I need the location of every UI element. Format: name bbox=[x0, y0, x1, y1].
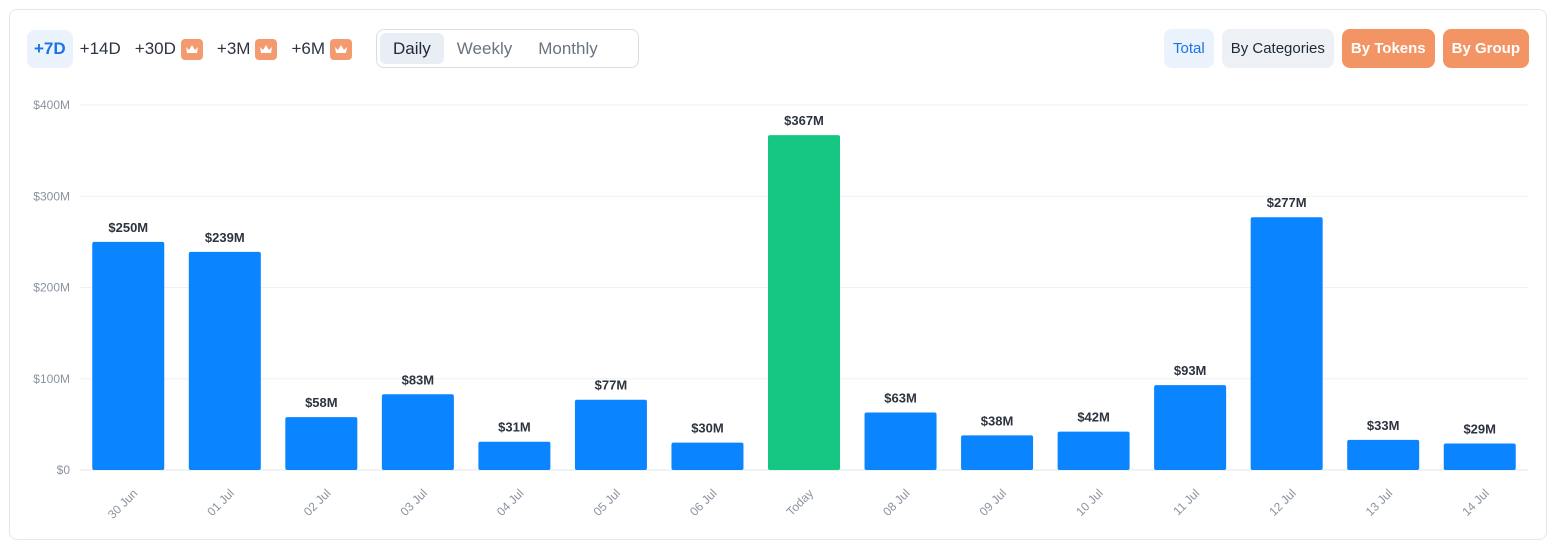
view-button-by-categories[interactable]: By Categories bbox=[1221, 29, 1334, 68]
x-tick-label: 12 Jul bbox=[1266, 486, 1299, 519]
x-tick-label: 09 Jul bbox=[977, 486, 1010, 519]
x-tick-label: 04 Jul bbox=[494, 486, 527, 519]
x-tick-label: 06 Jul bbox=[687, 486, 720, 519]
x-tick-label: 05 Jul bbox=[591, 486, 624, 519]
period-tab-monthly[interactable]: Monthly bbox=[538, 38, 598, 58]
data-label: $83M bbox=[402, 372, 435, 387]
crown-icon bbox=[255, 38, 278, 60]
bar-08-jul[interactable] bbox=[864, 412, 937, 470]
data-label: $30M bbox=[691, 421, 724, 436]
period-selector: Daily Weekly Monthly bbox=[376, 29, 639, 68]
period-tab-daily[interactable]: Daily bbox=[380, 33, 444, 64]
data-label: $58M bbox=[305, 395, 338, 410]
period-tab-weekly[interactable]: Weekly bbox=[456, 38, 513, 58]
range-option-3m[interactable]: +3M bbox=[210, 30, 285, 68]
data-label: $77M bbox=[595, 378, 628, 393]
data-label: $42M bbox=[1077, 410, 1110, 425]
data-label: $29M bbox=[1463, 422, 1496, 437]
view-button-by-group[interactable]: By Group bbox=[1442, 29, 1529, 68]
y-tick-label: $200M bbox=[33, 281, 70, 295]
chart-toolbar: +7D +14D +30D +3M +6M Daily Weekly Monthly Tot… bbox=[27, 28, 1529, 68]
range-option-label: +14D bbox=[79, 39, 121, 58]
range-option-label: +3M bbox=[216, 39, 251, 58]
data-label: $33M bbox=[1367, 418, 1400, 433]
range-selector: +7D +14D +30D +3M +6M bbox=[27, 30, 359, 68]
x-tick-label: 02 Jul bbox=[301, 486, 334, 519]
data-label: $250M bbox=[108, 220, 148, 235]
crown-icon bbox=[330, 38, 353, 60]
view-button-total[interactable]: Total bbox=[1164, 29, 1214, 68]
bar-03-jul[interactable] bbox=[381, 394, 454, 470]
y-tick-label: $300M bbox=[33, 189, 70, 203]
data-label: $239M bbox=[205, 230, 245, 245]
bar-13-jul[interactable] bbox=[1347, 439, 1420, 470]
x-tick-label: 13 Jul bbox=[1363, 486, 1396, 519]
y-tick-label: $100M bbox=[33, 372, 70, 386]
range-option-label: +30D bbox=[134, 39, 176, 58]
bar-05-jul[interactable] bbox=[574, 399, 647, 470]
data-label: $277M bbox=[1267, 195, 1307, 210]
bar-11-jul[interactable] bbox=[1154, 385, 1227, 470]
crown-icon bbox=[180, 38, 203, 60]
bar-30-jun[interactable] bbox=[92, 241, 165, 470]
bar-09-jul[interactable] bbox=[961, 435, 1034, 470]
x-tick-label: 08 Jul bbox=[880, 486, 913, 519]
range-option-30d[interactable]: +30D bbox=[128, 30, 210, 68]
range-option-6m[interactable]: +6M bbox=[284, 30, 359, 68]
range-option-label: +6M bbox=[291, 39, 326, 58]
x-tick-label: 01 Jul bbox=[204, 486, 237, 519]
data-label: $63M bbox=[884, 391, 917, 406]
bar-06-jul[interactable] bbox=[671, 442, 744, 470]
range-option-label: +7D bbox=[34, 39, 66, 58]
view-selector: Total By Categories By Tokens By Group bbox=[1164, 29, 1529, 68]
bar-12-jul[interactable] bbox=[1250, 217, 1323, 470]
x-tick-label: 14 Jul bbox=[1459, 486, 1492, 519]
x-tick-label: Today bbox=[784, 486, 817, 519]
x-tick-label: 30 Jun bbox=[105, 486, 140, 521]
bar-01-jul[interactable] bbox=[188, 251, 261, 470]
range-option-14d[interactable]: +14D bbox=[73, 30, 128, 68]
bar-14-jul[interactable] bbox=[1443, 443, 1516, 470]
bar-10-jul[interactable] bbox=[1057, 431, 1130, 470]
y-tick-label: $0 bbox=[57, 463, 71, 477]
bar-04-jul[interactable] bbox=[478, 441, 551, 470]
x-tick-label: 11 Jul bbox=[1170, 486, 1202, 518]
view-button-by-tokens[interactable]: By Tokens bbox=[1341, 29, 1435, 68]
data-label: $93M bbox=[1174, 363, 1207, 378]
x-tick-label: 03 Jul bbox=[397, 486, 430, 519]
x-tick-label: 10 Jul bbox=[1073, 486, 1106, 519]
data-label: $367M bbox=[784, 113, 824, 128]
range-option-7d[interactable]: +7D bbox=[27, 30, 73, 68]
y-tick-label: $400M bbox=[33, 98, 70, 112]
bar-today[interactable] bbox=[768, 135, 840, 471]
bar-02-jul[interactable] bbox=[285, 417, 358, 470]
data-label: $31M bbox=[498, 420, 531, 435]
data-label: $38M bbox=[981, 413, 1014, 428]
